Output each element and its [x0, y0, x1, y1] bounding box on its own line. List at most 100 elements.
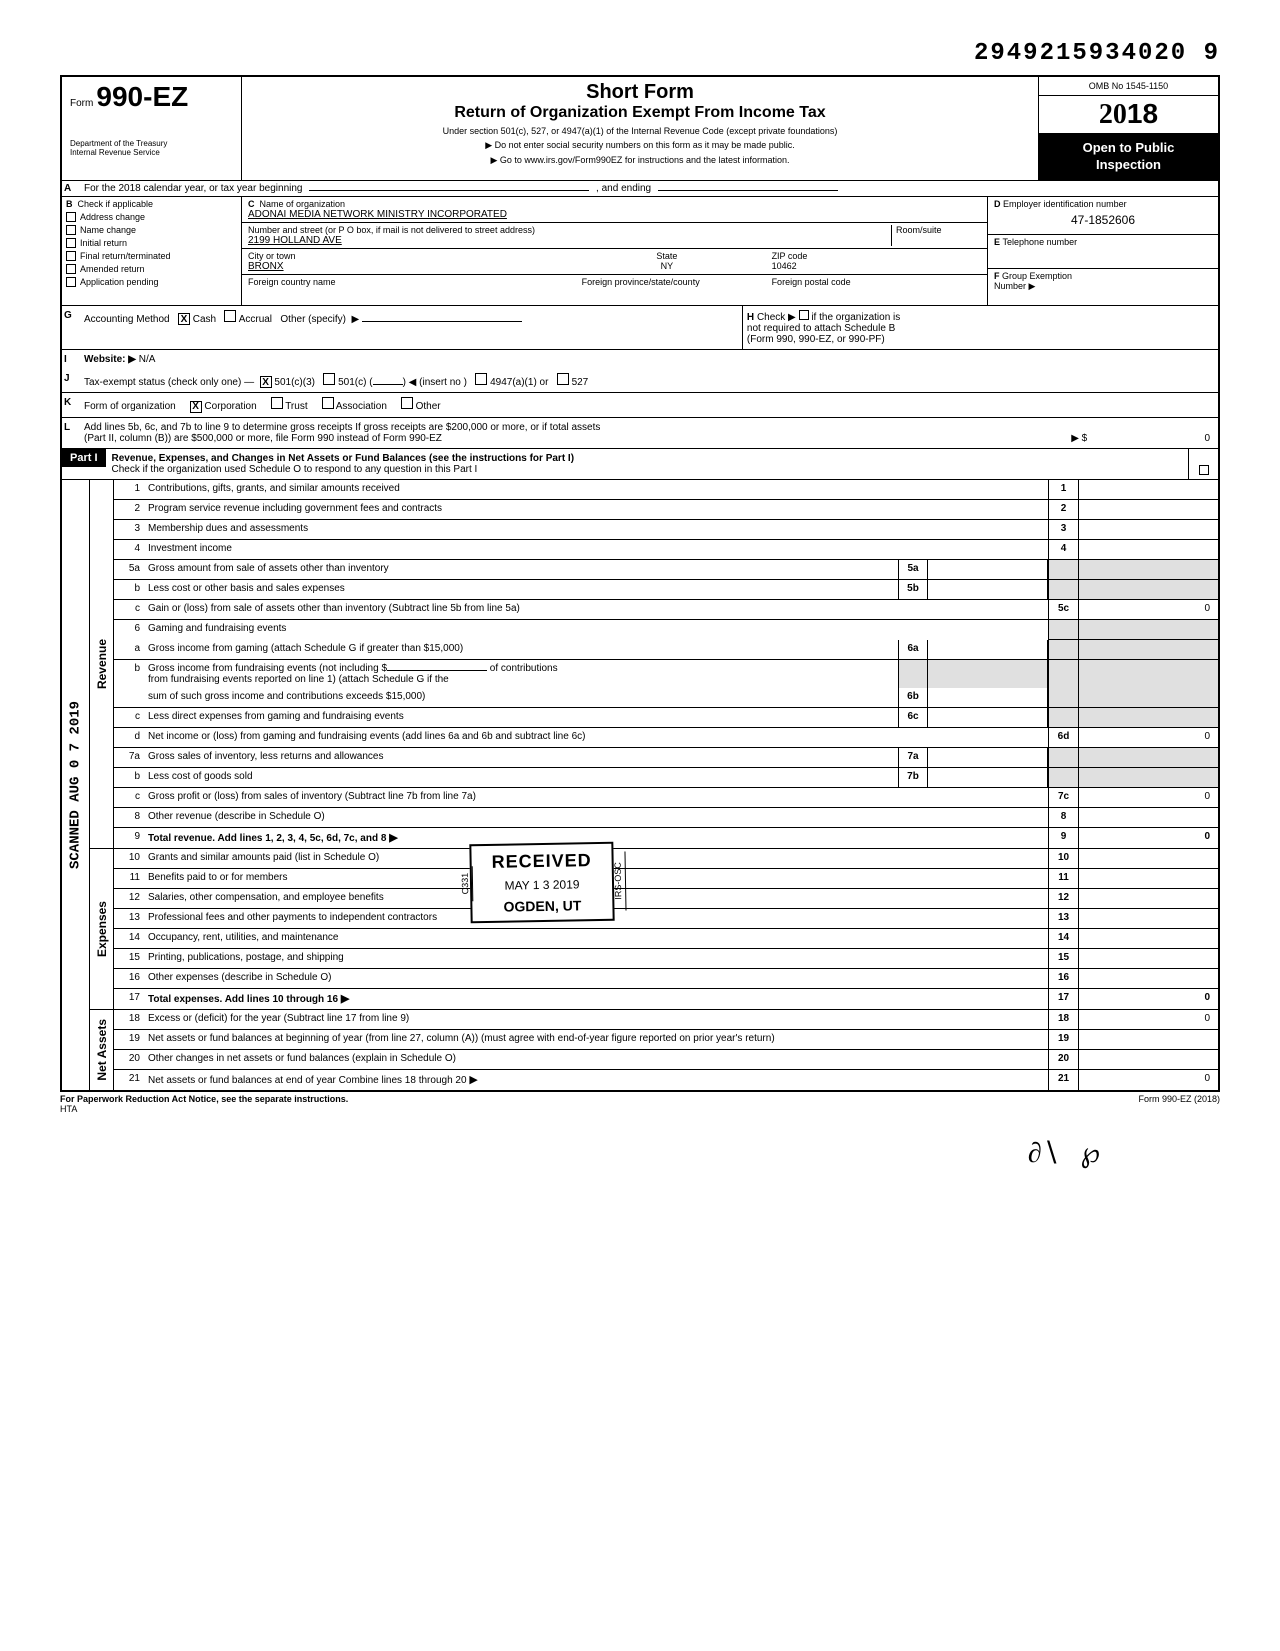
- check-final-return[interactable]: Final return/terminated: [66, 251, 237, 261]
- line-14-value[interactable]: [1078, 929, 1218, 948]
- line-desc: Other revenue (describe in Schedule O): [144, 808, 1048, 827]
- line-rnum: 20: [1048, 1050, 1078, 1069]
- line-1-value[interactable]: [1078, 480, 1218, 499]
- street-address: 2199 HOLLAND AVE: [248, 235, 342, 246]
- line-6c-value[interactable]: [928, 708, 1048, 727]
- line-11-value[interactable]: [1078, 869, 1218, 888]
- line-num: 14: [114, 929, 144, 948]
- line-20-value[interactable]: [1078, 1050, 1218, 1069]
- received-title: RECEIVED: [491, 850, 591, 873]
- netassets-label-text: Net Assets: [93, 1011, 111, 1089]
- checkbox-4947[interactable]: [475, 373, 487, 385]
- line-10-value[interactable]: [1078, 849, 1218, 868]
- line-desc: Excess or (deficit) for the year (Subtra…: [144, 1010, 1048, 1029]
- l-text2: (Part II, column (B)) are $500,000 or mo…: [84, 433, 442, 444]
- line-desc: Contributions, gifts, grants, and simila…: [144, 480, 1048, 499]
- line-rnum: 6d: [1048, 728, 1078, 747]
- checkbox-accrual[interactable]: [224, 310, 236, 322]
- line-num: 17: [114, 989, 144, 1009]
- line-7b-value[interactable]: [928, 768, 1048, 787]
- form-number: 990-EZ: [96, 81, 188, 112]
- check-amended[interactable]: Amended return: [66, 264, 237, 274]
- checkbox-schedule-o[interactable]: [1199, 465, 1209, 475]
- checkbox-h[interactable]: [799, 310, 809, 320]
- line-rnum: 4: [1048, 540, 1078, 559]
- line-5a-value[interactable]: [928, 560, 1048, 579]
- line-rnum: 15: [1048, 949, 1078, 968]
- line-5b-value[interactable]: [928, 580, 1048, 599]
- line-num: 4: [114, 540, 144, 559]
- g-text: Accounting Method: [84, 314, 170, 325]
- expenses-label: Expenses: [90, 849, 114, 1009]
- line-2-value[interactable]: [1078, 500, 1218, 519]
- checkbox-501c3[interactable]: X: [260, 376, 272, 388]
- line-num: 16: [114, 969, 144, 988]
- revenue-lines: 1Contributions, gifts, grants, and simil…: [114, 480, 1218, 848]
- line-4-value[interactable]: [1078, 540, 1218, 559]
- line-3-value[interactable]: [1078, 520, 1218, 539]
- label-d: D: [994, 199, 1001, 209]
- omb-number: OMB No 1545-1150: [1039, 77, 1218, 96]
- shaded-cell: [1078, 768, 1218, 787]
- line-rnum: 17: [1048, 989, 1078, 1009]
- section-bcdef: B Check if applicable Address change Nam…: [60, 196, 1220, 306]
- check-name-change[interactable]: Name change: [66, 225, 237, 235]
- checkbox-501c[interactable]: [323, 373, 335, 385]
- other-specify-field[interactable]: [362, 321, 522, 322]
- addr-label: Number and street (or P O box, if mail i…: [248, 225, 535, 235]
- checkbox-assoc[interactable]: [322, 397, 334, 409]
- line-12-value[interactable]: [1078, 889, 1218, 908]
- foreign-country-label: Foreign country name: [248, 277, 336, 287]
- line-19-value[interactable]: [1078, 1030, 1218, 1049]
- checkbox-icon[interactable]: [66, 277, 76, 287]
- 501c-insert-field[interactable]: [373, 384, 403, 385]
- label-k: K: [62, 393, 80, 417]
- line-13-value[interactable]: [1078, 909, 1218, 928]
- line-7a-value[interactable]: [928, 748, 1048, 767]
- line-desc: Gross sales of inventory, less returns a…: [144, 748, 898, 767]
- check-initial-return[interactable]: Initial return: [66, 238, 237, 248]
- title-return: Return of Organization Exempt From Incom…: [250, 104, 1030, 122]
- shaded-cell: [898, 660, 928, 688]
- line-6b-value[interactable]: [928, 688, 1048, 707]
- shaded-cell: [1078, 708, 1218, 727]
- city-state-zip-row: City or townBRONX StateNY ZIP code10462: [242, 249, 987, 275]
- part1-header-row: Part I Revenue, Expenses, and Changes in…: [60, 449, 1220, 480]
- received-side-c331: C331: [458, 866, 474, 901]
- line-15-value[interactable]: [1078, 949, 1218, 968]
- line-num: 7a: [114, 748, 144, 767]
- checkbox-icon[interactable]: [66, 225, 76, 235]
- 501c-label-b: ) ◀ (insert no ): [403, 377, 467, 388]
- line-desc: Occupancy, rent, utilities, and maintena…: [144, 929, 1048, 948]
- line-6a-value[interactable]: [928, 640, 1048, 659]
- check-address-change[interactable]: Address change: [66, 212, 237, 222]
- line-num: a: [114, 640, 144, 659]
- checkbox-icon[interactable]: [66, 238, 76, 248]
- line-rnum: 9: [1048, 828, 1078, 848]
- l6b-contrib-field[interactable]: [387, 670, 487, 671]
- checkbox-trust[interactable]: [271, 397, 283, 409]
- checkbox-corp[interactable]: X: [190, 401, 202, 413]
- checkbox-icon[interactable]: [66, 212, 76, 222]
- line-16-value[interactable]: [1078, 969, 1218, 988]
- e-text: Telephone number: [1003, 237, 1078, 247]
- l-amount-value: 0: [1090, 433, 1210, 444]
- shaded-cell: [1048, 560, 1078, 579]
- line-8-value[interactable]: [1078, 808, 1218, 827]
- checkbox-cash[interactable]: X: [178, 313, 190, 325]
- line-rnum: 8: [1048, 808, 1078, 827]
- accounting-method: Accounting Method X Cash Accrual Other (…: [80, 306, 742, 349]
- end-date-field[interactable]: [658, 190, 838, 191]
- checkbox-icon[interactable]: [66, 251, 76, 261]
- line-num: 1: [114, 480, 144, 499]
- shaded-cell: [1078, 620, 1218, 640]
- checkbox-icon[interactable]: [66, 264, 76, 274]
- begin-date-field[interactable]: [309, 190, 589, 191]
- f-number-label: Number ▶: [994, 281, 1035, 291]
- checkbox-other-org[interactable]: [401, 397, 413, 409]
- check-application-pending[interactable]: Application pending: [66, 277, 237, 287]
- label-i: I: [62, 350, 80, 369]
- form-prefix: Form: [70, 98, 93, 109]
- corp-label: Corporation: [204, 401, 256, 412]
- checkbox-527[interactable]: [557, 373, 569, 385]
